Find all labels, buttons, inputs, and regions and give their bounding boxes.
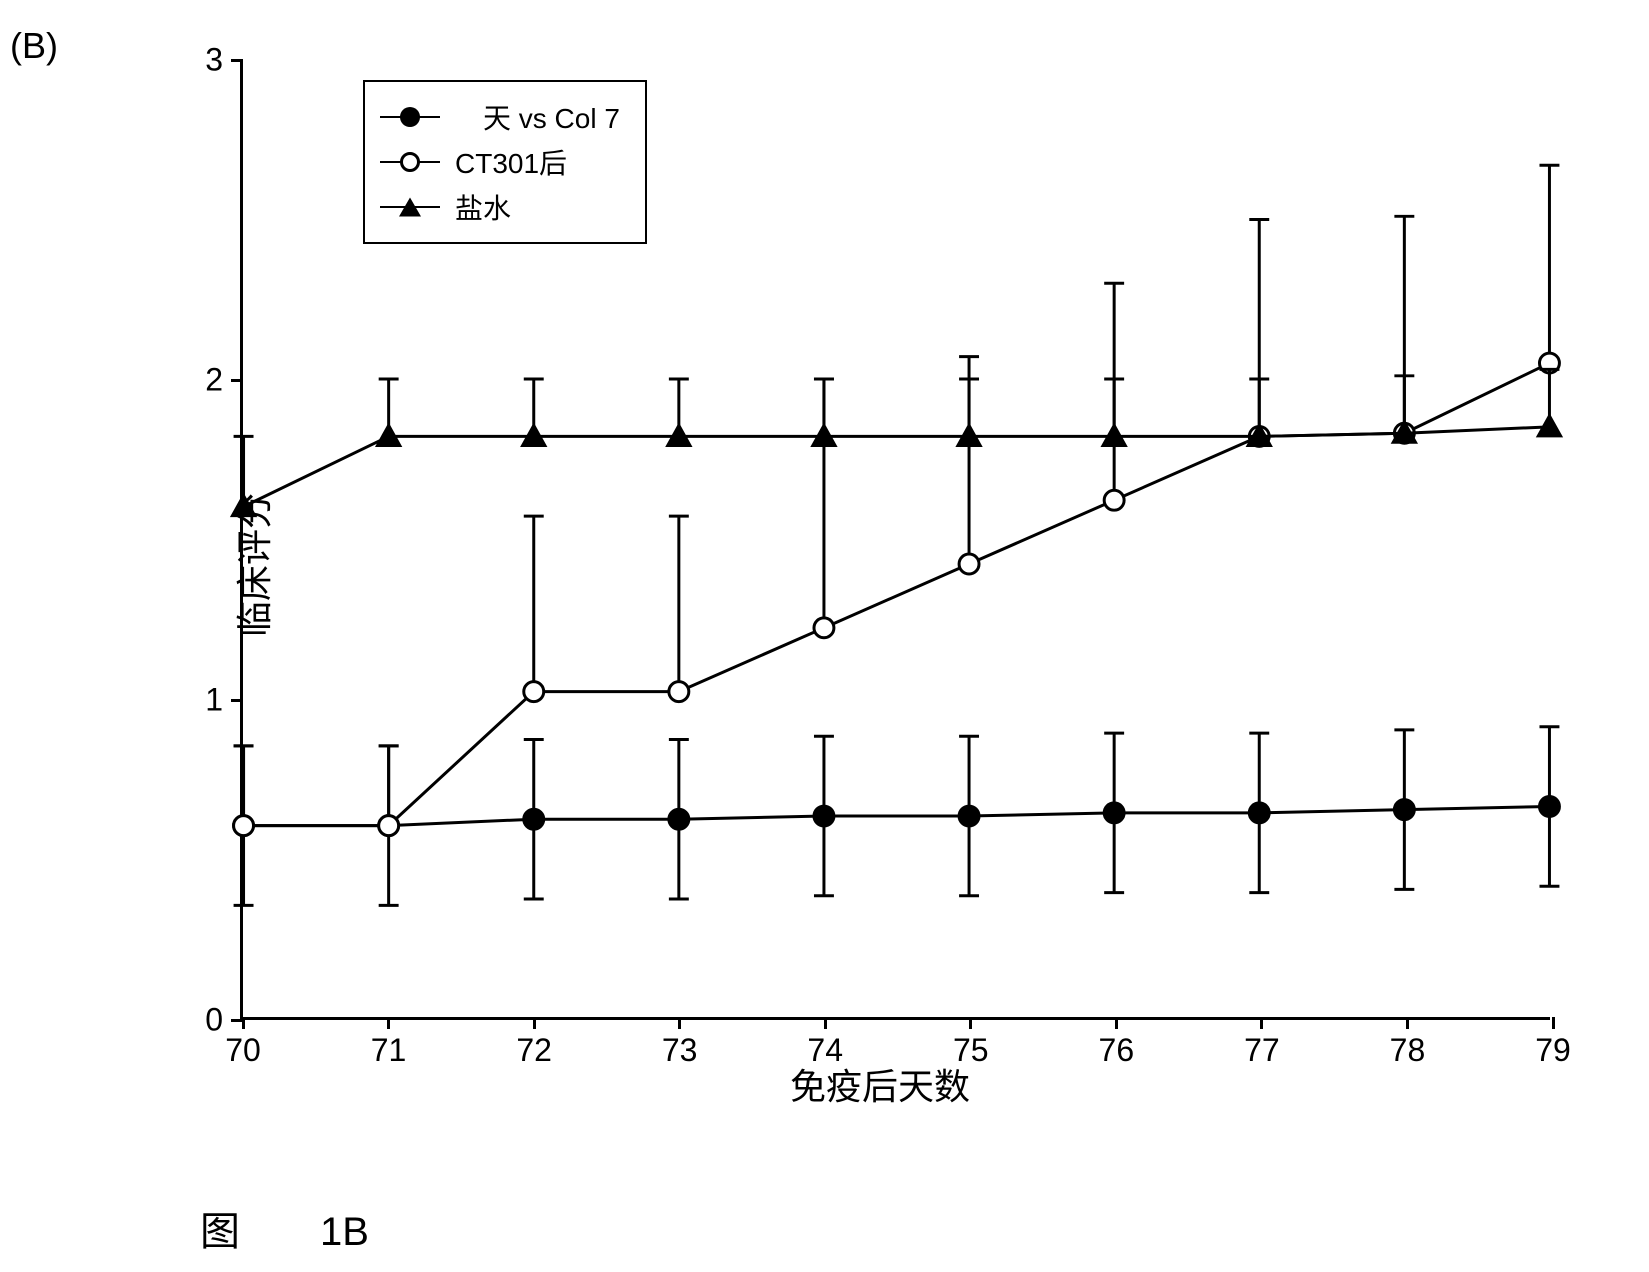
- x-tick: [1115, 1017, 1118, 1029]
- y-tick: [231, 379, 243, 382]
- y-tick-label: 3: [205, 42, 223, 79]
- x-tick: [533, 1017, 536, 1029]
- x-tick-label: 76: [1099, 1032, 1135, 1069]
- x-tick-label: 78: [1390, 1032, 1426, 1069]
- x-tick-label: 73: [662, 1032, 698, 1069]
- legend-item: 盐水: [380, 187, 620, 227]
- y-tick-label: 2: [205, 362, 223, 399]
- legend-label: 盐水: [455, 187, 511, 227]
- legend-line: [380, 206, 440, 208]
- y-tick-label: 1: [205, 682, 223, 719]
- x-tick: [969, 1017, 972, 1029]
- plot-area: 天 vs Col 7CT301后盐水 012370717273747576777…: [240, 60, 1550, 1020]
- figure-label: 图 1B: [200, 1199, 369, 1257]
- legend-item: CT301后: [380, 142, 620, 182]
- x-tick: [678, 1017, 681, 1029]
- x-tick: [1552, 1017, 1555, 1029]
- legend-line: [380, 116, 440, 118]
- triangle-filled-icon: [399, 198, 421, 217]
- legend-line: [380, 161, 440, 163]
- x-tick-label: 79: [1535, 1032, 1571, 1069]
- x-tick: [1260, 1017, 1263, 1029]
- chart-container: 临床评分 天 vs Col 7CT301后盐水 0123707172737475…: [170, 30, 1590, 1100]
- circle-filled-icon: [400, 107, 420, 127]
- x-tick: [242, 1017, 245, 1029]
- x-tick-label: 72: [516, 1032, 552, 1069]
- x-tick-label: 71: [371, 1032, 407, 1069]
- y-tick: [231, 59, 243, 62]
- legend-label: 天 vs Col 7: [455, 97, 620, 137]
- legend: 天 vs Col 7 CT301后盐水: [363, 80, 647, 244]
- legend-label: CT301后: [455, 142, 567, 182]
- x-tick: [387, 1017, 390, 1029]
- y-tick-label: 0: [205, 1002, 223, 1039]
- y-tick: [231, 699, 243, 702]
- x-axis-label: 免疫后天数: [790, 1058, 970, 1110]
- panel-label: (B): [10, 25, 58, 67]
- x-tick-label: 70: [225, 1032, 261, 1069]
- circle-open-icon: [400, 152, 420, 172]
- x-tick: [824, 1017, 827, 1029]
- x-tick-label: 77: [1244, 1032, 1280, 1069]
- legend-item: 天 vs Col 7: [380, 97, 620, 137]
- x-tick: [1406, 1017, 1409, 1029]
